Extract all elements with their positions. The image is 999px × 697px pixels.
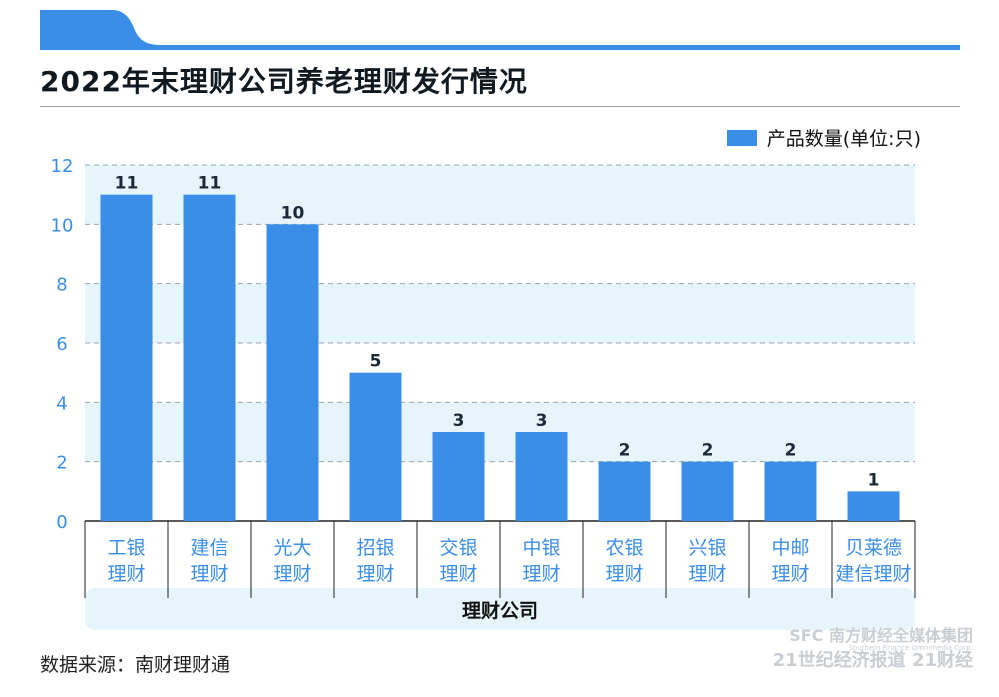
x-tick-label: 工银 — [107, 537, 145, 559]
x-tick-label: 理财 — [522, 563, 560, 585]
bar-value-label: 2 — [619, 441, 631, 461]
watermark-line3: 21世纪经济报道 21财经 — [772, 650, 973, 672]
x-tick-label: 理财 — [605, 563, 643, 585]
x-tick-label: 理财 — [439, 563, 477, 585]
bar-value-label: 1 — [868, 470, 880, 490]
y-tick-label: 12 — [51, 156, 74, 177]
bar — [598, 461, 651, 521]
x-tick-label: 理财 — [107, 563, 145, 585]
bar-value-label: 11 — [198, 174, 222, 194]
y-tick-label: 2 — [56, 453, 67, 474]
x-tick-label: 理财 — [356, 563, 394, 585]
x-tick-label: 理财 — [688, 563, 726, 585]
chart-title: 2022年末理财公司养老理财发行情况 — [40, 65, 528, 98]
y-tick-label: 10 — [51, 215, 74, 236]
x-tick-label: 建信 — [190, 537, 228, 559]
x-tick-label: 兴银 — [688, 537, 726, 559]
bar-value-label: 2 — [702, 441, 714, 461]
header-accent-line — [40, 45, 960, 50]
legend: 产品数量(单位:只) — [726, 124, 921, 151]
bar — [183, 194, 236, 521]
bar — [764, 461, 817, 521]
bar — [515, 432, 568, 521]
x-tick-label: 农银 — [605, 537, 643, 559]
x-tick-label: 理财 — [273, 563, 311, 585]
bar-value-label: 3 — [453, 411, 465, 431]
source-note: 数据来源：南财理财通 — [40, 654, 231, 676]
header-tab-shape — [40, 10, 160, 50]
watermark-line1: SFC 南方财经全媒体集团 — [789, 626, 973, 645]
watermark-logo: SFC 南方财经全媒体集团 Southern Finance Omnimedia… — [772, 626, 973, 672]
bar — [681, 461, 734, 521]
bar-value-label: 11 — [115, 174, 139, 194]
x-tick-label: 贝莱德 — [845, 537, 902, 559]
x-tick-label: 理财 — [771, 563, 809, 585]
y-tick-label: 0 — [56, 512, 67, 533]
x-tick-label: 招银 — [356, 537, 394, 559]
bar-value-label: 2 — [785, 441, 797, 461]
y-tick-label: 8 — [56, 275, 67, 296]
legend-swatch — [726, 129, 757, 146]
title-divider — [40, 106, 960, 107]
x-axis-title: 理财公司 — [462, 599, 538, 622]
x-axis-band — [85, 588, 915, 630]
bar — [432, 432, 485, 521]
bar-value-label: 3 — [536, 411, 548, 431]
bar-value-label: 5 — [370, 352, 382, 372]
bar-value-label: 10 — [281, 203, 305, 223]
legend-label: 产品数量(单位:只) — [766, 128, 921, 150]
watermark-line2: Southern Finance Omnimedia Corp. — [848, 643, 973, 652]
y-tick-label: 4 — [56, 393, 67, 414]
bar — [100, 194, 153, 521]
bar — [349, 372, 402, 521]
bar — [847, 491, 900, 521]
x-tick-label: 光大 — [273, 537, 311, 559]
x-tick-label: 中邮 — [771, 537, 809, 559]
y-tick-label: 6 — [56, 334, 67, 355]
x-tick-label: 中银 — [522, 537, 560, 559]
x-tick-label: 理财 — [190, 563, 228, 585]
x-tick-label: 交银 — [439, 537, 477, 559]
x-tick-label: 建信理财 — [835, 563, 911, 585]
bar — [266, 224, 319, 522]
